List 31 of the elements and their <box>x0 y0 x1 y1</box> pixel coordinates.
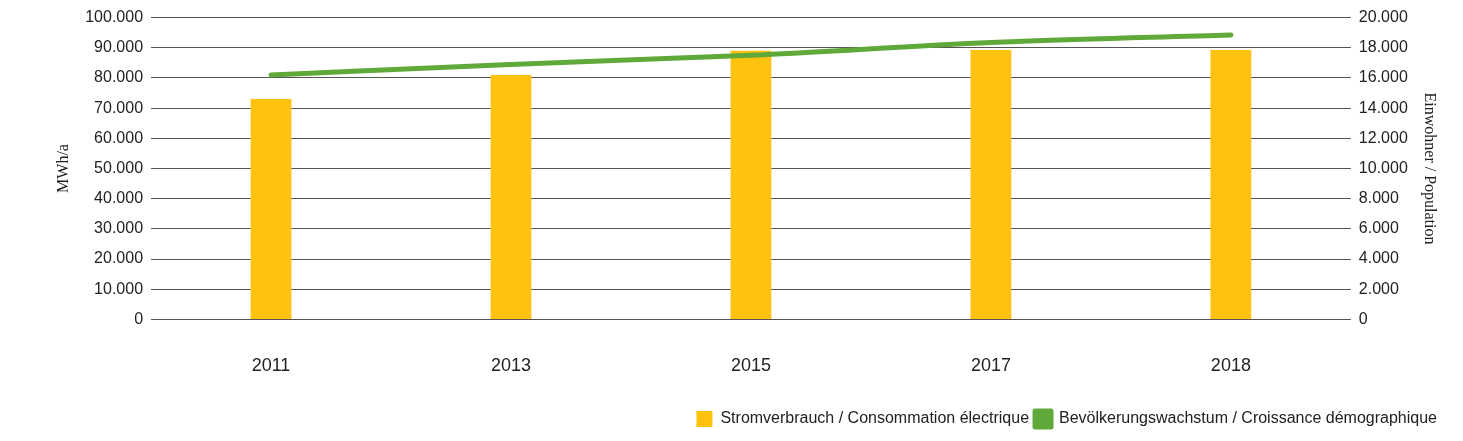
x-tick-label: 2013 <box>490 355 532 376</box>
y2-tick-label: 10.000 <box>1358 158 1408 176</box>
y2-tick-label: 0 <box>1358 309 1368 327</box>
y2-tick-label: 14.000 <box>1358 98 1408 116</box>
y-axis-title: MWh/a <box>53 144 71 193</box>
legend-label: Stromverbrauch / Consommation électrique <box>720 409 1030 427</box>
y-tick-label: 70.000 <box>94 98 144 116</box>
y2-tick-label: 6.000 <box>1358 219 1399 237</box>
y2-tick-label: 2.000 <box>1358 279 1399 297</box>
y2-axis-title: Einwohner / Population <box>1421 92 1440 245</box>
x-tick-label: 2015 <box>730 355 771 376</box>
y2-tick-label: 20.000 <box>1358 8 1408 26</box>
y-tick-label: 10.000 <box>94 279 144 297</box>
y-tick-label: 80.000 <box>94 68 144 86</box>
x-tick-label: 2017 <box>970 355 1011 376</box>
y2-tick-label: 8.000 <box>1358 189 1399 207</box>
y-tick-label: 40.000 <box>94 189 144 207</box>
y2-tick-label: 12.000 <box>1358 128 1408 146</box>
y-tick-label: 20.000 <box>94 249 144 267</box>
y-tick-label: 90.000 <box>94 38 144 56</box>
x-tick-label: 2011 <box>251 355 291 376</box>
x-tick-label: 2018 <box>1210 355 1251 376</box>
y-tick-label: 50.000 <box>94 158 144 176</box>
y-tick-label: 30.000 <box>94 219 144 237</box>
y2-tick-label: 18.000 <box>1358 38 1408 56</box>
y-tick-label: 60.000 <box>94 128 144 146</box>
y2-tick-label: 16.000 <box>1358 68 1408 86</box>
legend-label: Bevölkerungswachstum / Croissance démographique <box>1059 409 1438 427</box>
y2-tick-label: 4.000 <box>1358 249 1399 267</box>
y-tick-label: 100.000 <box>85 8 144 26</box>
y-tick-label: 0 <box>134 309 144 327</box>
